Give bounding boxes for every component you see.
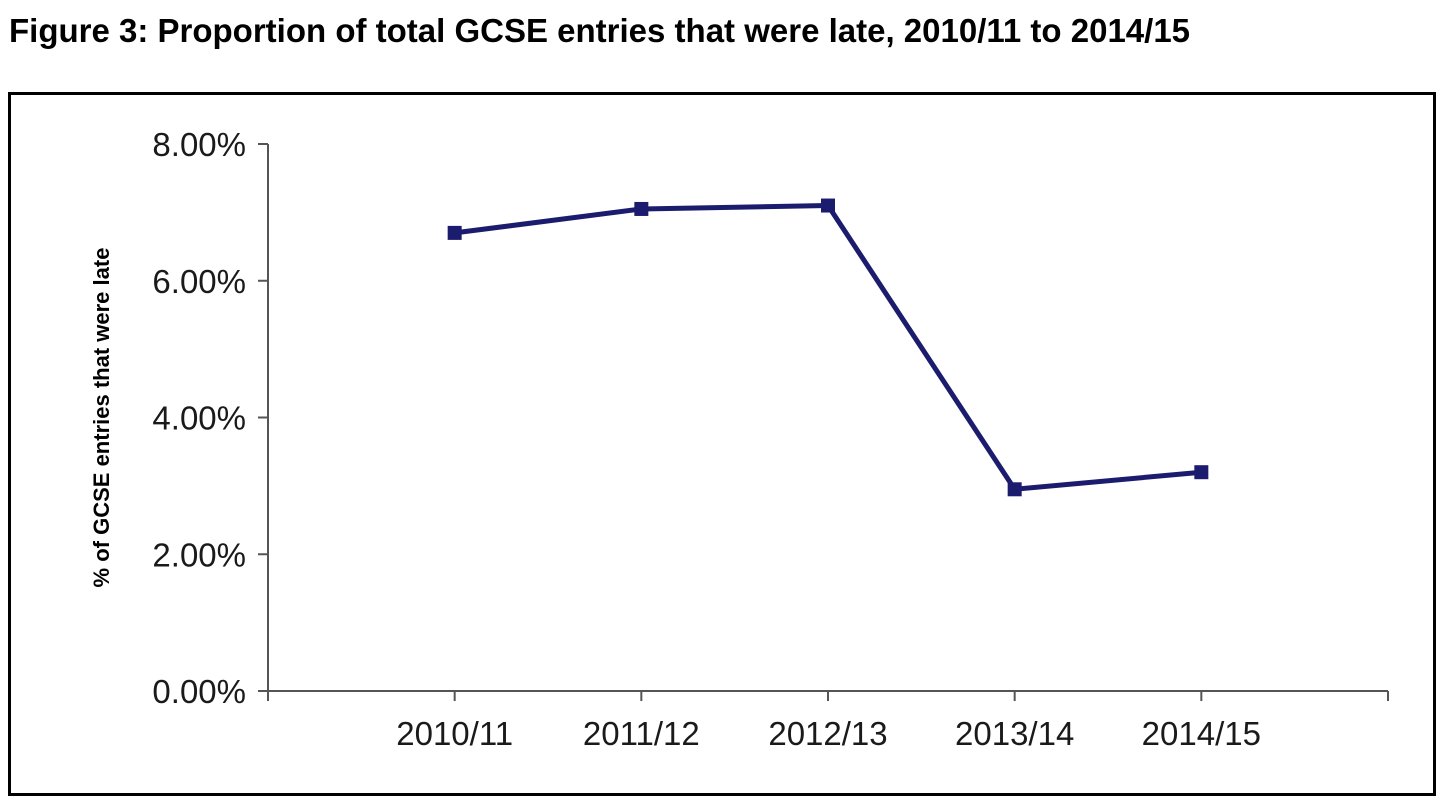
data-point-marker [1194,465,1209,480]
chart-frame: 0.00% 2.00% 4.00% 6.00% 8.00% 2010/11 2011/12 2… [8,92,1436,796]
figure-title: Figure 3: Proportion of total GCSE entri… [9,12,1191,49]
y-tick-label: 8.00% [152,126,246,163]
data-point-marker [821,198,835,213]
axis-ticks: 0.00% 2.00% 4.00% 6.00% 8.00% 2010/11 2011/12 2… [152,126,1389,752]
x-tick-label: 2014/15 [1142,715,1261,752]
data-point-marker [447,225,462,240]
series-layer [447,198,1209,497]
axes [267,144,1388,692]
y-tick-label: 2.00% [152,536,246,573]
y-tick-label: 6.00% [152,263,246,300]
x-tick-label: 2011/12 [583,715,700,752]
y-axis-label: % of GCSE entries that were late [89,248,114,588]
series-line [454,203,1202,492]
x-tick-label: 2013/14 [955,715,1074,752]
x-tick-label: 2010/11 [396,715,513,752]
data-point-marker [634,201,649,216]
y-tick-label: 0.00% [152,673,246,710]
line-chart: 0.00% 2.00% 4.00% 6.00% 8.00% 2010/11 2011/12 2… [89,126,1389,752]
data-point-marker [1007,482,1022,497]
y-tick-label: 4.00% [152,400,246,437]
x-tick-label: 2012/13 [768,715,887,752]
